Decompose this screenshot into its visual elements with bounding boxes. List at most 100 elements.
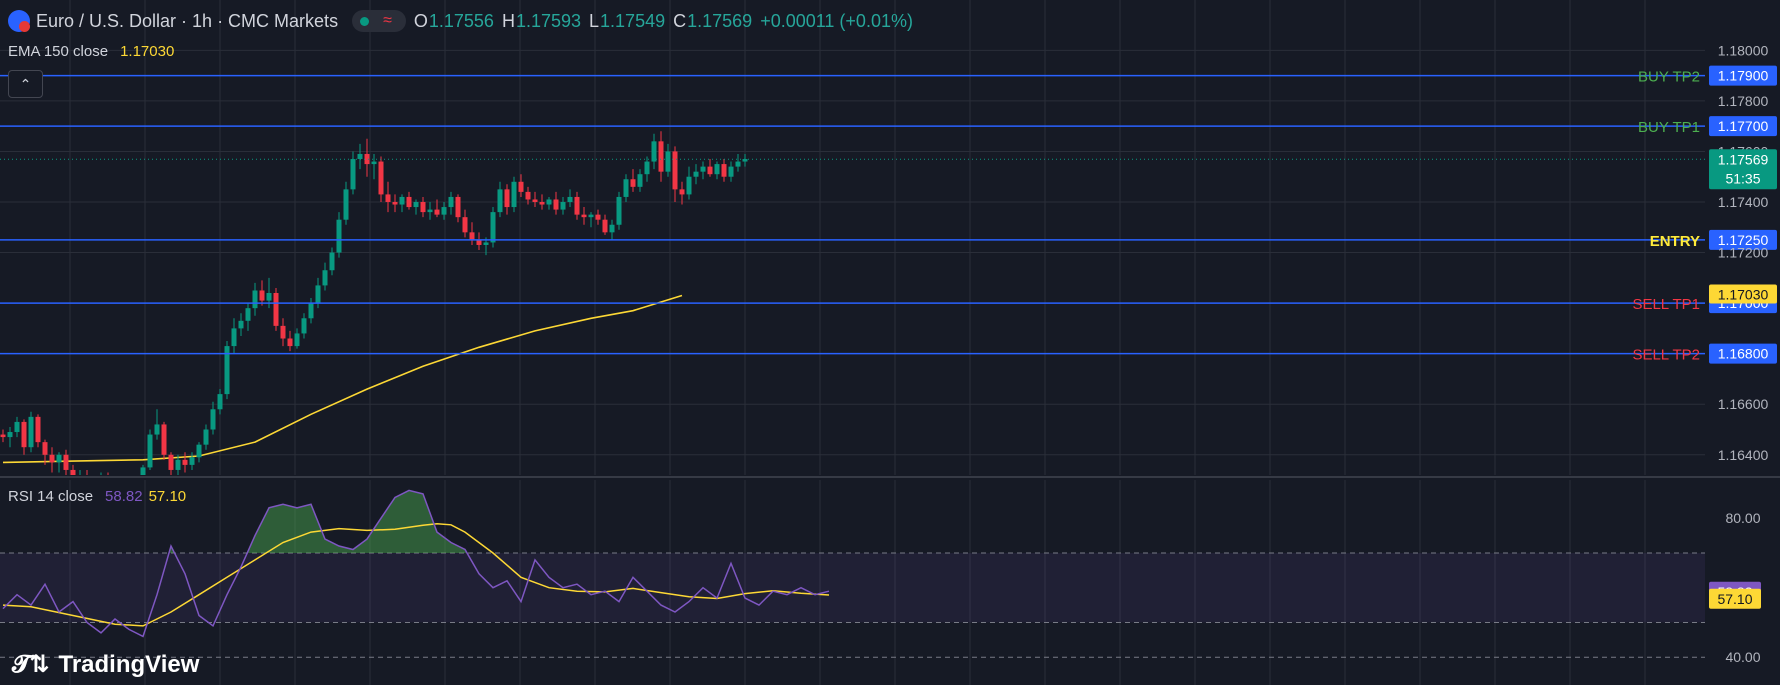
rsi-tick-label: 40.00 xyxy=(1725,649,1760,665)
candle-body xyxy=(490,212,496,243)
candle xyxy=(595,209,601,225)
price-tick-label: 1.16400 xyxy=(1718,447,1769,463)
levels-layer[interactable]: BUY TP2 BUY TP1 ENTRY SELL TP1 SELL TP2 xyxy=(0,69,1705,364)
candle-body xyxy=(707,166,713,175)
candle xyxy=(602,214,608,235)
candle-body xyxy=(210,409,216,430)
candle xyxy=(280,318,286,347)
tradingview-logo[interactable]: 𝓣⇅ TradingView xyxy=(12,650,199,679)
level-price-tag xyxy=(1709,229,1777,250)
candle-body xyxy=(196,444,202,458)
candle-body xyxy=(406,196,412,208)
candle xyxy=(217,389,223,415)
candle xyxy=(693,164,699,185)
market-status-pill[interactable]: ≈ xyxy=(352,10,406,32)
candle-body xyxy=(49,454,55,463)
candle-body xyxy=(728,166,734,177)
candle-body xyxy=(518,181,524,192)
candle-body xyxy=(504,189,510,208)
ema-layer xyxy=(2,294,683,464)
ema-legend-value: 1.17030 xyxy=(120,43,175,60)
candle xyxy=(14,416,20,438)
low-label: L xyxy=(589,10,600,31)
rsi-ma-line xyxy=(2,523,830,627)
candle-body xyxy=(574,196,580,215)
candle xyxy=(553,191,559,215)
market-open-dot-icon xyxy=(360,16,370,26)
rsi-legend[interactable]: RSI 14 close 58.82 57.10 xyxy=(8,488,192,505)
collapse-legend-button[interactable]: ⌃ xyxy=(8,70,43,98)
candle xyxy=(308,298,314,324)
candle-body xyxy=(679,189,685,195)
candle-body xyxy=(630,179,636,187)
ema-legend[interactable]: EMA 150 close 1.17030 xyxy=(8,43,180,60)
candle-body xyxy=(399,196,405,205)
rsi-band-fill xyxy=(0,552,1705,623)
candle xyxy=(434,199,440,218)
candle xyxy=(532,191,538,208)
candle-body xyxy=(511,181,517,208)
candle-body xyxy=(168,454,174,470)
candle-body xyxy=(644,161,650,175)
candle-body xyxy=(623,179,629,197)
ema-price-tag xyxy=(1709,284,1777,304)
candle-body xyxy=(0,434,6,438)
level-label: BUY TP1 xyxy=(1638,119,1700,136)
candle-body xyxy=(700,166,706,172)
eurusd-flag-icon xyxy=(8,10,30,32)
candle-body xyxy=(113,480,118,483)
candle-body xyxy=(462,217,468,233)
candle-body xyxy=(245,308,251,321)
level-price-tag xyxy=(1709,343,1777,364)
candle xyxy=(259,280,265,306)
candle xyxy=(175,454,181,475)
candle xyxy=(637,169,643,192)
candle xyxy=(238,313,244,336)
candle xyxy=(357,143,363,170)
candle xyxy=(301,313,307,339)
candle-body xyxy=(721,164,727,177)
candle xyxy=(441,202,447,220)
candle xyxy=(476,232,482,251)
candle xyxy=(336,212,342,258)
candle xyxy=(462,209,468,238)
candle-body xyxy=(476,239,482,245)
candle-body xyxy=(651,141,657,162)
candle xyxy=(665,143,671,177)
candle-body xyxy=(686,176,692,195)
candle xyxy=(196,442,202,463)
candle-body xyxy=(182,459,188,465)
candle-body xyxy=(581,214,587,218)
candle xyxy=(210,401,216,435)
rsi-legend-label: RSI 14 close xyxy=(8,488,94,505)
candle-body xyxy=(308,303,314,319)
candle-body xyxy=(140,467,146,475)
candle-body xyxy=(595,214,601,220)
price-tick-label: 1.17400 xyxy=(1718,194,1769,210)
candle xyxy=(350,151,356,195)
tradingview-logo-icon: 𝓣⇅ xyxy=(12,651,49,678)
level-price-tag xyxy=(1709,116,1777,137)
candle-body xyxy=(161,424,167,455)
candle-body xyxy=(742,159,748,162)
candle xyxy=(455,194,461,223)
level-label: SELL TP1 xyxy=(1632,296,1700,313)
tradingview-logo-text: TradingView xyxy=(58,650,200,678)
candle xyxy=(420,196,426,218)
candle xyxy=(742,153,748,167)
price-axis-background xyxy=(1705,0,1780,685)
candle xyxy=(700,161,706,180)
candle-body xyxy=(420,202,426,213)
candle xyxy=(343,181,349,225)
candle xyxy=(448,191,454,215)
close-label: C xyxy=(673,10,687,31)
price-axis[interactable]: 1.179001.177001.172501.170001.168001.180… xyxy=(1709,42,1777,665)
candle xyxy=(364,138,370,177)
candle-body xyxy=(266,293,272,301)
symbol-title[interactable]: Euro / U.S. Dollar · 1h · CMC Markets xyxy=(36,10,339,31)
price-tick-label: 1.17200 xyxy=(1718,245,1769,261)
candle-body xyxy=(469,232,475,240)
